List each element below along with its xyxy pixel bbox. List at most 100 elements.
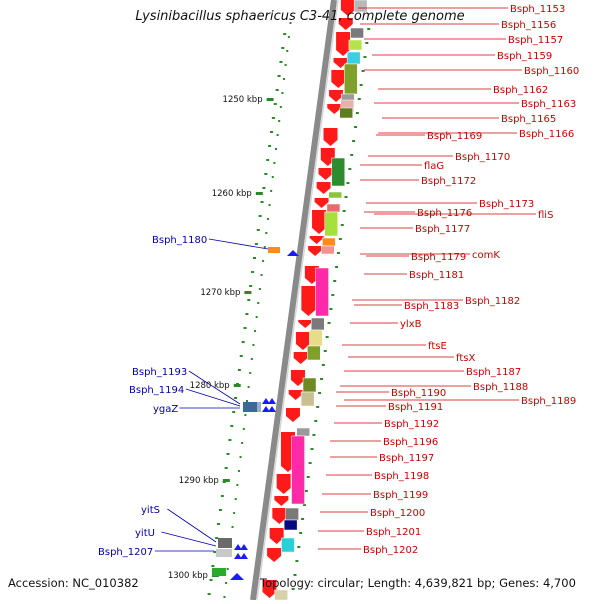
inner-dot-right (325, 336, 329, 338)
scale-tick-mark (255, 192, 263, 195)
genome-backbone-edge (256, 0, 339, 601)
inner-dot-right (319, 378, 323, 380)
genome-backbone (250, 0, 337, 601)
inner-dot-right (340, 224, 344, 226)
forward-gene-label: Bsph_1191 (388, 402, 443, 413)
reverse-gene-label: ygaZ (153, 404, 178, 415)
inner-dot-right (329, 308, 333, 310)
forward-gene-label: Bsph_1166 (519, 129, 574, 140)
reverse-gene-label: Bsph_1193 (132, 367, 187, 378)
gene-feature-block (322, 237, 336, 247)
inner-dot-left (251, 271, 255, 273)
inner-dot-left (241, 341, 245, 343)
map-title: Lysinibacillus sphaericus C3-41, complet… (135, 9, 465, 24)
inner-dot-right (295, 560, 299, 562)
scale-dot (233, 512, 236, 514)
reverse-gene-label: yitS (141, 505, 160, 516)
inner-dot-right (318, 392, 322, 394)
inner-dot-left (281, 47, 285, 49)
inner-dot-left (228, 439, 232, 441)
inner-dot-right (310, 448, 314, 450)
inner-dot-left (243, 327, 247, 329)
forward-gene-label: Bsph_1173 (479, 199, 534, 210)
inner-dot-right (350, 154, 354, 156)
forward-gene-label: Bsph_1182 (465, 296, 520, 307)
scale-dot (254, 330, 257, 332)
scale-dot (287, 36, 290, 38)
forward-gene-arrow (293, 352, 308, 364)
forward-gene-label: Bsph_1159 (497, 51, 552, 62)
forward-gene-label: comK (472, 250, 500, 261)
scale-dot (289, 22, 292, 24)
forward-gene-label: Bsph_1153 (510, 4, 565, 15)
forward-gene-arrow (276, 474, 291, 494)
forward-gene-label: fliS (538, 210, 553, 221)
scale-dot (237, 470, 240, 472)
accession-text: Accession: NC_010382 (8, 576, 139, 590)
gene-feature-block (311, 317, 325, 331)
scale-dot (236, 484, 239, 486)
scale-dot (234, 498, 237, 500)
inner-dot-left (224, 467, 228, 469)
inner-dot-right (321, 364, 325, 366)
inner-dot-right (335, 266, 339, 268)
inner-dot-left (239, 355, 243, 357)
reverse-label-leader (161, 531, 217, 547)
scale-tick-label: 1250 kbp (223, 95, 263, 105)
inner-dot-right (353, 126, 357, 128)
inner-dot-right (342, 210, 346, 212)
gene-feature-block (285, 507, 299, 521)
inner-dot-left (211, 565, 215, 567)
inner-dot-left (213, 551, 217, 553)
scale-dot (252, 344, 255, 346)
forward-gene-arrow (312, 210, 327, 234)
scale-tick-label: 1290 kbp (179, 476, 219, 486)
forward-gene-label: Bsph_1192 (384, 419, 439, 430)
gene-feature-block (291, 435, 305, 505)
forward-gene-label: flaG (424, 161, 444, 172)
gene-feature-block (328, 191, 342, 199)
reverse-gene-arrow (287, 250, 299, 256)
inner-dot-left (218, 509, 222, 511)
gene-feature-block (300, 391, 315, 407)
forward-gene-label: Bsph_1162 (493, 85, 548, 96)
inner-dot-left (230, 425, 234, 427)
forward-gene-label: Bsph_1163 (521, 99, 576, 110)
forward-gene-arrow (301, 286, 316, 316)
inner-dot-right (365, 42, 369, 44)
scale-dot (271, 176, 274, 178)
inner-dot-left (209, 579, 213, 581)
gene-feature-block (321, 245, 335, 255)
inner-dot-left (269, 131, 273, 133)
reverse-gene-label: Bsph_1207 (98, 547, 153, 558)
inner-dot-left (275, 89, 279, 91)
scale-dot (263, 246, 266, 248)
reverse-gene-block (218, 538, 232, 548)
scale-dot (268, 204, 271, 206)
forward-gene-arrow (267, 548, 282, 562)
forward-gene-label: ftsE (428, 341, 447, 352)
forward-gene-label: Bsph_1160 (524, 66, 579, 77)
inner-dot-left (247, 299, 251, 301)
forward-gene-label: Bsph_1198 (374, 471, 429, 482)
topology-text: Topology: circular; Length: 4,639,821 bp… (260, 576, 576, 590)
gene-feature-block (344, 63, 358, 95)
inner-dot-right (299, 532, 303, 534)
forward-gene-arrow (316, 182, 331, 194)
forward-gene-arrow (272, 508, 287, 524)
scale-dot (284, 64, 287, 66)
forward-gene-label: Bsph_1190 (391, 388, 446, 399)
reverse-gene-arrow (262, 398, 270, 404)
reverse-gene-arrow (268, 398, 276, 404)
gene-feature-block (296, 427, 310, 437)
scale-dot (239, 456, 242, 458)
reverse-label-leader (185, 388, 241, 407)
inner-dot-right (323, 350, 327, 352)
inner-dot-right (293, 574, 297, 576)
inner-dot-left (273, 103, 277, 105)
reverse-gene-block (257, 402, 261, 412)
forward-gene-label: Bsph_1165 (501, 114, 556, 125)
forward-gene-arrow (331, 70, 346, 88)
inner-dot-left (232, 411, 236, 413)
forward-gene-label: Bsph_1183 (404, 301, 459, 312)
